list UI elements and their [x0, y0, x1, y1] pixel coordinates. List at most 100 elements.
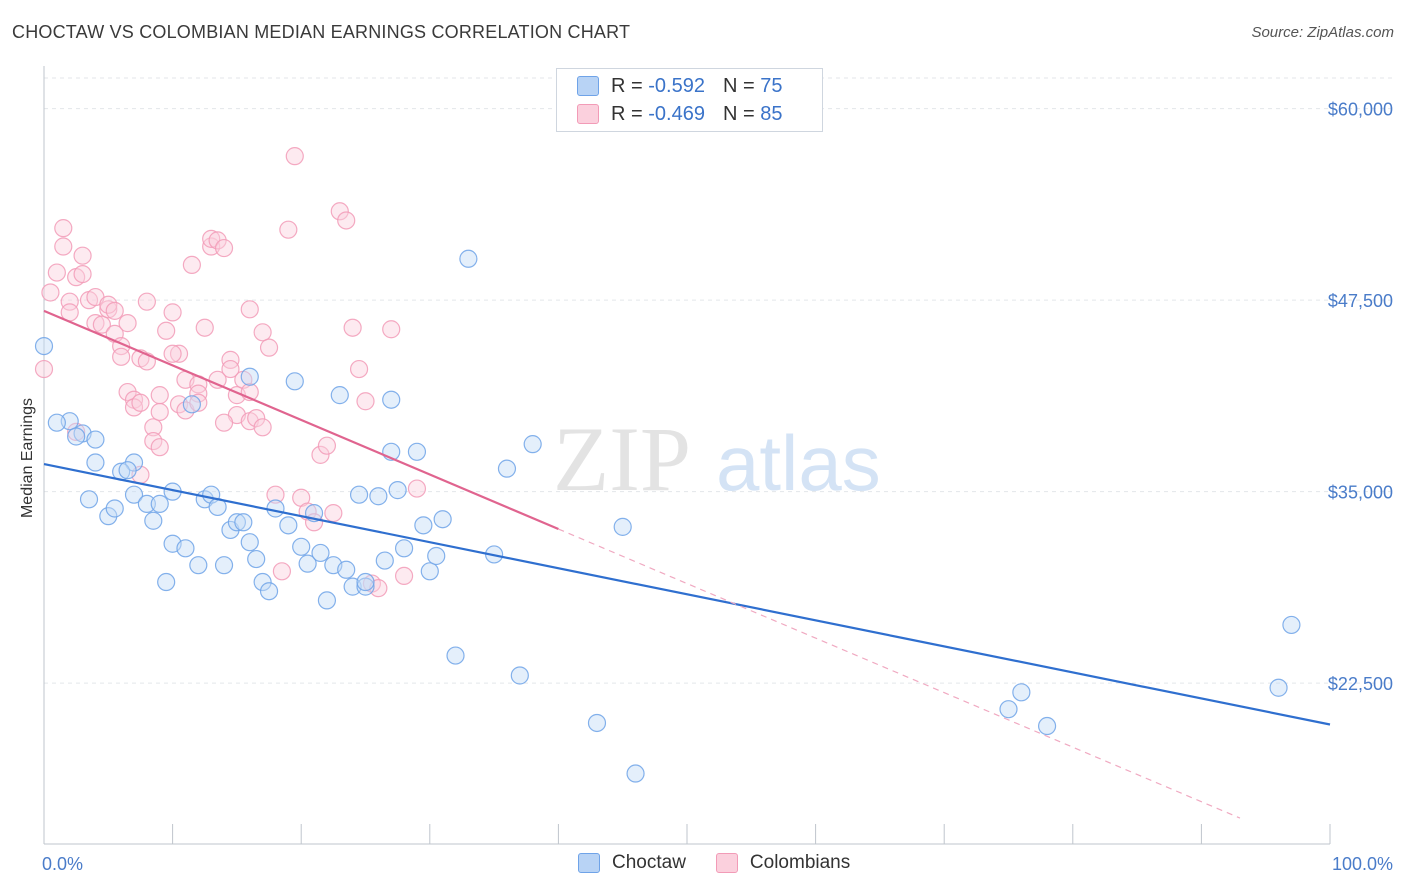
data-point [150, 438, 169, 457]
data-point [343, 318, 362, 337]
legend-n-value: 85 [760, 102, 783, 125]
data-point [150, 494, 169, 513]
data-point [105, 499, 124, 518]
data-point [337, 211, 356, 230]
data-point [34, 337, 54, 356]
y-tick-label: $60,000 [1328, 100, 1393, 120]
data-point [497, 459, 517, 478]
data-point [240, 367, 259, 386]
data-point [221, 350, 240, 369]
data-point [259, 582, 279, 601]
data-point [189, 393, 208, 412]
data-point [356, 572, 375, 592]
data-point [221, 359, 240, 379]
trend-line-choctaw [43, 462, 1331, 726]
colombians-points [34, 147, 427, 598]
data-point [394, 539, 414, 558]
data-point [227, 513, 246, 532]
data-point [182, 255, 201, 275]
data-point [157, 321, 176, 340]
data-point [253, 323, 272, 342]
data-point [285, 372, 304, 391]
data-point [54, 237, 73, 256]
data-point [433, 510, 452, 529]
legend-r-label: R = [611, 74, 643, 97]
data-point [613, 517, 632, 536]
data-point [124, 398, 144, 417]
x-tick-labels: 0.0% 100.0% [42, 854, 1393, 874]
series-legend: Choctaw Colombians [578, 852, 880, 874]
data-point [195, 318, 214, 337]
data-point [99, 300, 118, 319]
trend-lines [43, 309, 1331, 819]
data-point [169, 344, 189, 363]
data-point [54, 219, 73, 238]
data-point [330, 386, 349, 405]
data-point [279, 516, 298, 535]
watermark-zip: ZIP [553, 408, 691, 510]
data-point [214, 413, 234, 432]
data-point [73, 264, 92, 284]
y-tick-label: $35,000 [1328, 483, 1393, 503]
data-point [407, 442, 427, 461]
x-tick-label-max: 100.0% [1332, 854, 1393, 874]
data-point [317, 436, 337, 455]
data-point [182, 395, 201, 414]
y-tick-label: $22,500 [1328, 674, 1393, 694]
legend-r-label: R = [611, 102, 643, 125]
data-point [240, 300, 259, 319]
data-point [47, 263, 66, 282]
data-point [131, 393, 150, 412]
data-point [112, 347, 131, 366]
data-point [253, 572, 272, 592]
legend-r-value: -0.469 [648, 102, 705, 125]
data-point [330, 202, 349, 221]
data-point [1269, 678, 1288, 697]
data-point [292, 537, 311, 556]
data-point [999, 700, 1018, 719]
data-point [79, 490, 99, 509]
data-point [144, 418, 163, 437]
data-point [86, 453, 105, 472]
data-point [176, 539, 195, 558]
data-point [247, 409, 266, 428]
series-label-colombians: Colombians [749, 852, 851, 873]
series-swatch-choctaw [578, 853, 600, 873]
axes [43, 66, 1331, 845]
data-point [266, 485, 285, 504]
data-point [118, 314, 137, 333]
data-point [34, 359, 54, 379]
series-swatch-colombians [715, 853, 738, 873]
data-point [67, 422, 86, 441]
data-point [446, 646, 465, 665]
data-point [459, 249, 478, 268]
series-label-choctaw: Choctaw [612, 852, 686, 873]
x-tick-label-min: 0.0% [42, 854, 83, 874]
data-point [150, 386, 169, 405]
data-point [253, 418, 272, 437]
y-tick-labels: $60,000 $47,500 $35,000 $22,500 [1328, 100, 1393, 695]
data-point [626, 764, 645, 783]
data-point [118, 461, 137, 480]
series-legend-colombians: Colombians [715, 852, 851, 874]
data-point [41, 283, 60, 302]
data-point [163, 303, 182, 322]
data-point [414, 516, 433, 535]
data-point [247, 549, 266, 569]
data-point [137, 292, 156, 311]
series-legend-choctaw: Choctaw [578, 852, 686, 874]
data-point [523, 435, 542, 454]
data-point [266, 499, 285, 518]
data-point [1037, 716, 1057, 736]
data-point [214, 238, 234, 258]
data-point [279, 220, 298, 239]
data-point [427, 546, 446, 566]
data-point [150, 402, 169, 422]
y-tick-label: $47,500 [1328, 291, 1393, 311]
legend-swatch-choctaw [577, 76, 599, 96]
legend-n-label: N = [722, 102, 755, 125]
data-point [311, 543, 330, 563]
data-point [214, 556, 234, 575]
data-point [420, 562, 439, 581]
legend-r-value: -0.592 [648, 74, 705, 97]
